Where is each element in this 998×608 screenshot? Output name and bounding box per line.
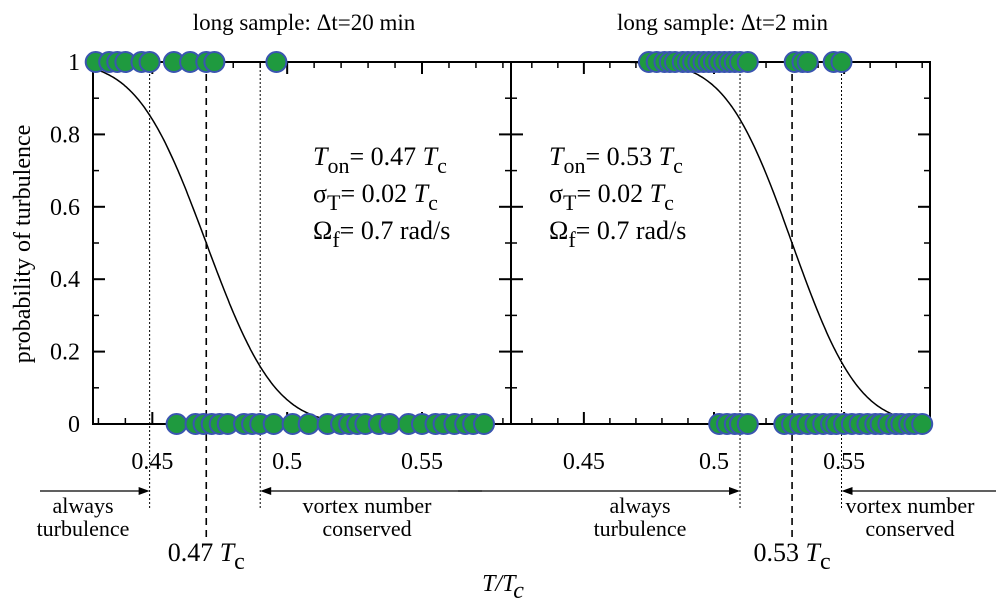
onset-unit: T bbox=[220, 538, 236, 567]
fit-parameter: σT= 0.02 Tc bbox=[549, 179, 674, 215]
laminar-data-point bbox=[473, 413, 495, 435]
onset-unit: T bbox=[806, 538, 822, 567]
onset-temperature-label: 0.53 Tc bbox=[754, 538, 831, 575]
param-symbol: σ bbox=[549, 179, 563, 208]
x-tick-label: 0.45 bbox=[131, 449, 173, 475]
y-tick-label: 1 bbox=[68, 50, 80, 76]
laminar-data-point bbox=[911, 413, 934, 435]
turbulent-data-point bbox=[736, 51, 759, 73]
fit-parameter: Ton= 0.47 Tc bbox=[313, 142, 447, 178]
param-unit-subscript: c bbox=[664, 190, 674, 215]
x-tick-label: 0.55 bbox=[401, 449, 443, 475]
always-turbulence-label: always bbox=[52, 493, 113, 518]
onset-temperature-label: 0.47 Tc bbox=[168, 538, 245, 575]
param-symbol: σ bbox=[313, 179, 327, 208]
always-turbulence-arrowhead bbox=[138, 487, 150, 495]
vortex-conserved-arrowhead bbox=[260, 487, 272, 495]
param-symbol: Ω bbox=[313, 216, 332, 245]
param-value: = 0.7 rad/s bbox=[576, 216, 687, 245]
param-unit: T bbox=[650, 179, 666, 208]
param-unit: T bbox=[423, 142, 439, 171]
x-tick-label: 0.5 bbox=[699, 449, 729, 475]
param-symbol: T bbox=[549, 142, 565, 171]
param-subscript: T bbox=[563, 190, 577, 215]
param-subscript: f bbox=[568, 227, 576, 252]
always-turbulence-label: always bbox=[609, 493, 670, 518]
x-tick-label: 0.55 bbox=[823, 449, 865, 475]
turbulent-data-point bbox=[796, 51, 819, 73]
always-turbulence-arrowhead bbox=[729, 487, 741, 495]
laminar-data-point bbox=[165, 413, 188, 435]
param-value: = 0.7 rad/s bbox=[340, 216, 451, 245]
param-unit: T bbox=[659, 142, 675, 171]
x-tick-label: 0.45 bbox=[563, 449, 605, 475]
param-value: = 0.02 bbox=[340, 179, 413, 208]
param-value: = 0.53 bbox=[585, 142, 658, 171]
panel-title: long sample: Δt=2 min bbox=[617, 10, 829, 35]
panel-title: long sample: Δt=20 min bbox=[193, 10, 416, 35]
y-tick-label: 0 bbox=[68, 412, 80, 438]
param-subscript: f bbox=[332, 227, 340, 252]
turbulent-data-point bbox=[830, 51, 853, 73]
turbulent-data-point bbox=[203, 51, 226, 73]
vortex-conserved-label: vortex number bbox=[303, 493, 433, 518]
onset-value: 0.47 bbox=[168, 538, 220, 567]
param-subscript: on bbox=[563, 153, 585, 178]
onset-unit-subscript: c bbox=[820, 549, 831, 575]
laminar-data-point bbox=[736, 413, 759, 435]
vortex-conserved-label: conserved bbox=[865, 516, 954, 541]
fit-parameter: σT= 0.02 Tc bbox=[313, 179, 438, 215]
param-subscript: on bbox=[327, 153, 349, 178]
fit-parameter: Ton= 0.53 Tc bbox=[549, 142, 683, 178]
param-value: = 0.02 bbox=[576, 179, 649, 208]
y-tick-label: 0.4 bbox=[50, 267, 80, 293]
turbulent-data-point bbox=[138, 51, 161, 73]
plot-frame-layer bbox=[92, 61, 931, 425]
y-tick-label: 0.6 bbox=[50, 195, 80, 221]
laminar-data-point bbox=[262, 413, 285, 435]
data-points-layer bbox=[84, 51, 934, 435]
onset-unit-subscript: c bbox=[234, 549, 245, 575]
param-unit-subscript: c bbox=[437, 153, 447, 178]
param-unit-subscript: c bbox=[428, 190, 438, 215]
laminar-data-point bbox=[297, 413, 320, 435]
param-value: = 0.47 bbox=[349, 142, 422, 171]
y-axis-label: probability of turbulence bbox=[10, 125, 36, 364]
param-unit: T bbox=[414, 179, 430, 208]
always-turbulence-label: turbulence bbox=[594, 516, 687, 541]
y-tick-label: 0.2 bbox=[50, 340, 80, 366]
vortex-conserved-label: conserved bbox=[322, 516, 411, 541]
probability-fit-curve bbox=[92, 67, 511, 425]
laminar-data-point bbox=[378, 413, 401, 435]
onset-value: 0.53 bbox=[754, 538, 806, 567]
text-layer: probability of turbulence T/Tc 0 0.2 0.4 0.… bbox=[10, 10, 975, 604]
vortex-conserved-label: vortex number bbox=[846, 493, 976, 518]
param-subscript: T bbox=[327, 190, 341, 215]
param-symbol: T bbox=[313, 142, 329, 171]
x-tick-label: 0.5 bbox=[272, 449, 302, 475]
reference-lines-layer bbox=[40, 62, 996, 540]
param-symbol: Ω bbox=[549, 216, 568, 245]
always-turbulence-label: turbulence bbox=[37, 516, 130, 541]
param-unit-subscript: c bbox=[673, 153, 683, 178]
x-axis-label: T/Tc bbox=[482, 571, 524, 604]
fit-parameter: Ωf= 0.7 rad/s bbox=[313, 216, 450, 252]
turbulent-data-point bbox=[265, 51, 288, 73]
vortex-conserved-arrowhead bbox=[841, 487, 853, 495]
fit-parameter: Ωf= 0.7 rad/s bbox=[549, 216, 686, 252]
y-tick-label: 0.8 bbox=[50, 122, 80, 148]
